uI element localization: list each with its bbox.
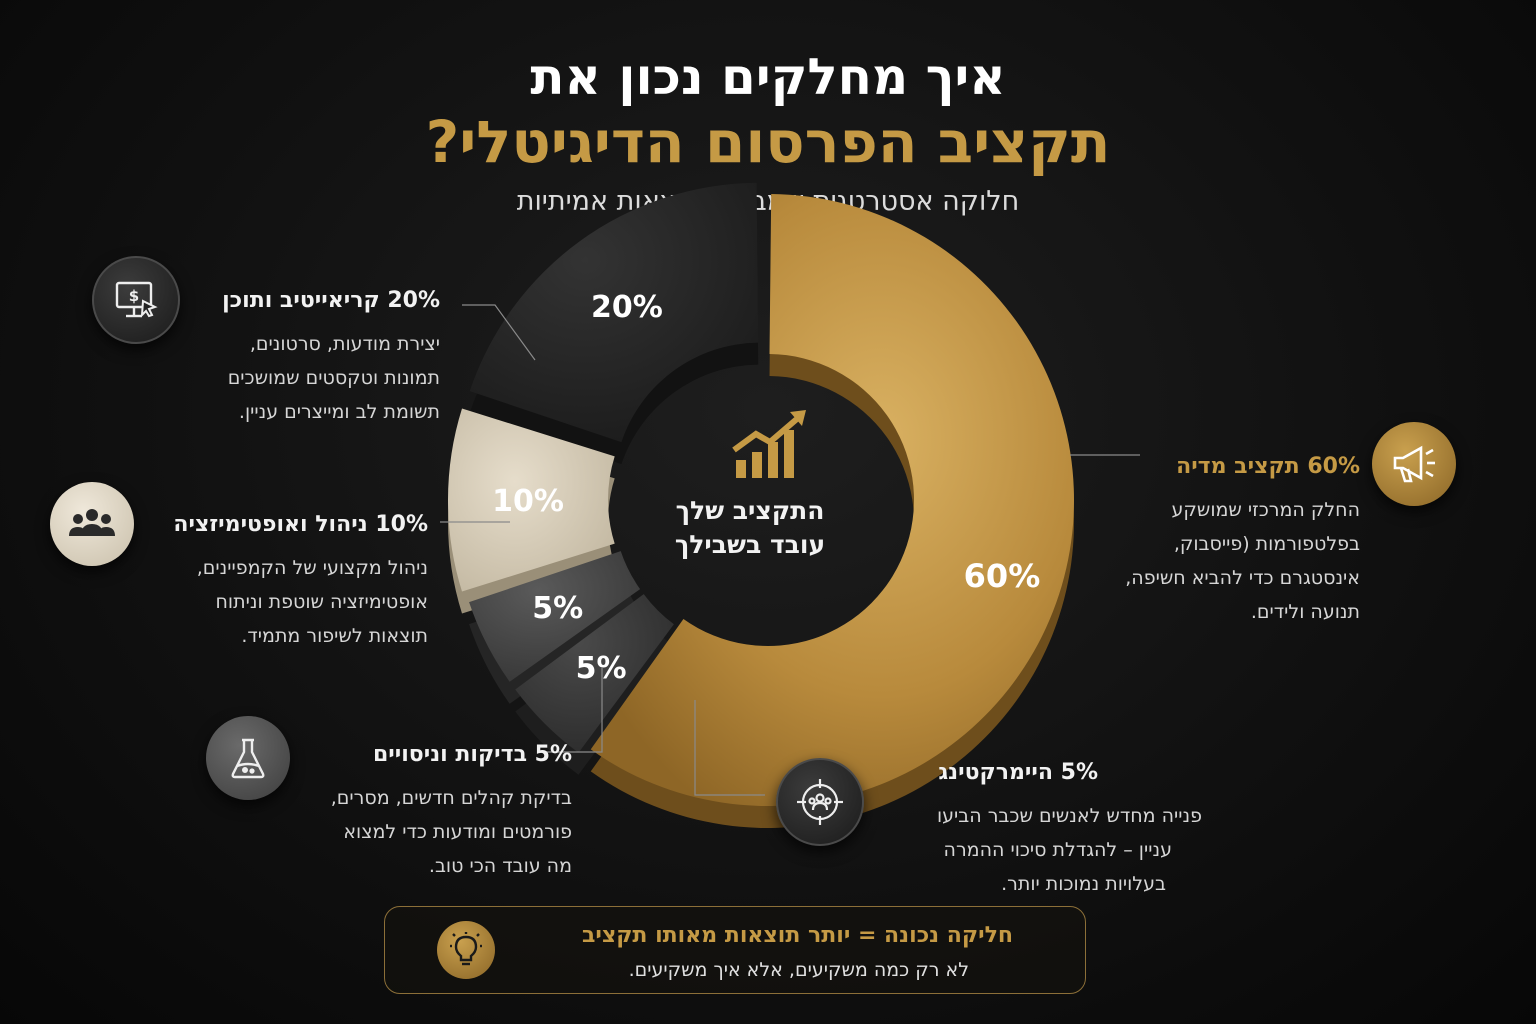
- center-label-line1: התקציב שלך: [675, 496, 825, 525]
- section-media-line: החלק המרכזי שמושקע: [1171, 499, 1360, 521]
- center-label-line2: עובד בשבילך: [674, 530, 826, 559]
- section-media-line: בפלטפורמות (פייסבוק,: [1173, 533, 1360, 555]
- slice-remarketing: [515, 594, 674, 753]
- section-remarketing-line: עניין – להגדלת סיכוי ההמרה: [943, 839, 1172, 861]
- growth-chart-icon: [732, 410, 806, 478]
- slice-creative: [469, 182, 759, 443]
- section-management-line: אופטימיזציה שוטפת וניתוח: [215, 591, 428, 613]
- section-testing-line: בדיקת קהלים חדשים, מסרים,: [330, 787, 572, 809]
- donut-value-labels: 60% 5% 5% 10% 20%: [492, 290, 1040, 686]
- page-subtitle: חלוקה אסטרטגית שמביאה תוצאות אמיתיות: [516, 186, 1020, 217]
- page-title-line1: איך מחלקים נכון את: [530, 48, 1006, 106]
- target-audience-icon: [776, 758, 864, 846]
- lightbulb-icon: [437, 921, 495, 979]
- label-remarketing: 5%: [576, 651, 627, 686]
- section-management: 10% ניהול ואופטימיזציה ניהול מקצועי של ה…: [130, 512, 428, 653]
- label-creative: 20%: [591, 290, 663, 325]
- section-media-heading: 60% תקציב מדיה: [1176, 454, 1360, 479]
- section-creative-line: תמונות וטקסטים שמושכים: [227, 367, 440, 389]
- label-testing: 5%: [532, 591, 583, 626]
- section-remarketing-line: בעלויות נמוכות יותר.: [1001, 873, 1166, 895]
- section-management-heading: 10% ניהול ואופטימיזציה: [173, 512, 428, 537]
- team-icon: [50, 482, 134, 566]
- section-media-line: תנועה ולידים.: [1250, 601, 1360, 623]
- section-creative-line: תשומת לב ומייצרים עניין.: [238, 401, 440, 423]
- center-label: התקציב שלך עובד בשבילך: [640, 494, 860, 562]
- section-remarketing-heading: 5% היימרקטינג: [938, 760, 1098, 785]
- monitor-dollar-icon: $: [92, 256, 180, 344]
- slice-management: [447, 408, 615, 592]
- section-testing-line: פורמטים ומודעות כדי למצוא: [343, 821, 572, 843]
- section-media-line: אינסטגרם כדי להביא חשיפה,: [1125, 567, 1360, 589]
- flask-icon: [206, 716, 290, 800]
- section-management-line: ניהול מקצועי של הקמפיינים,: [196, 557, 428, 579]
- label-management: 10%: [492, 484, 564, 519]
- section-media: 60% תקציב מדיה החלק המרכזי שמושקע בפלטפו…: [1080, 454, 1360, 629]
- section-creative-heading: 20% קריאייטיב ותוכן: [222, 288, 440, 313]
- footer-callout: חליקה נכונה = יותר תוצאות מאותו תקציב לא…: [384, 906, 1086, 994]
- section-creative: 20% קריאייטיב ותוכן יצירת מודעות, סרטוני…: [150, 288, 440, 429]
- svg-text:$: $: [129, 287, 139, 305]
- section-testing-line: מה עובד הכי טוב.: [428, 855, 572, 877]
- label-media: 60%: [964, 557, 1041, 595]
- donut-slices: [447, 182, 1075, 806]
- megaphone-icon: [1372, 422, 1456, 506]
- footer-body: לא רק כמה משקיעים, אלא איך משקיעים.: [628, 959, 969, 981]
- section-remarketing-line: פנייה מחדש לאנשים שכבר הביעו: [936, 805, 1202, 827]
- page-title-line2: תקציב הפרסום הדיגיטלי?: [425, 108, 1111, 176]
- slice-testing: [469, 551, 641, 682]
- section-remarketing: 5% היימרקטינג פנייה מחדש לאנשים שכבר הבי…: [862, 760, 1202, 901]
- footer-heading: חליקה נכונה = יותר תוצאות מאותו תקציב: [581, 923, 1013, 948]
- section-creative-line: יצירת מודעות, סרטונים,: [249, 333, 440, 355]
- section-management-line: תוצאות לשיפור מתמיד.: [241, 625, 428, 647]
- section-testing-heading: 5% בדיקות וניסויים: [372, 742, 572, 767]
- section-testing: 5% בדיקות וניסויים בדיקת קהלים חדשים, מס…: [290, 742, 572, 883]
- leader-lines: [440, 304, 1140, 796]
- slice-media: [590, 194, 1075, 806]
